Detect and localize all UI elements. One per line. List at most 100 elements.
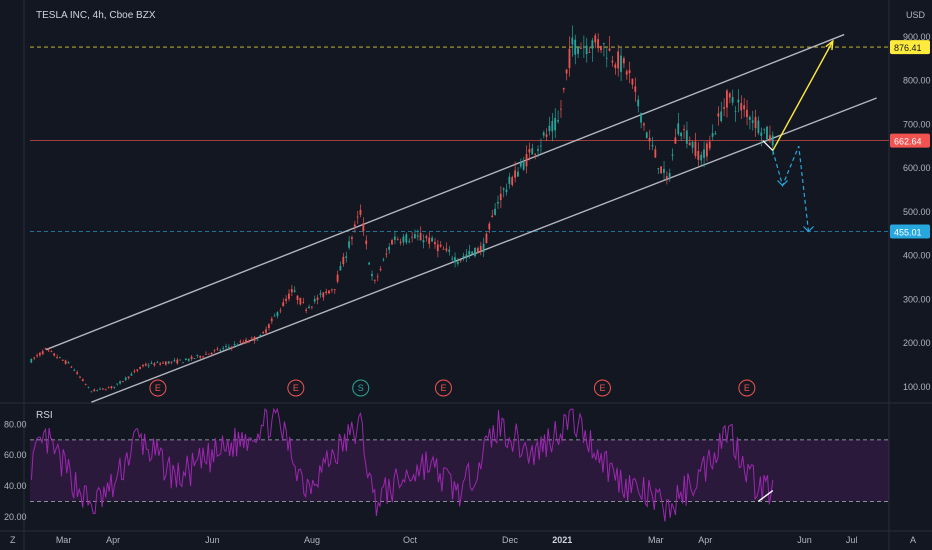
- candle: [282, 302, 285, 307]
- rsi-title: RSI: [36, 410, 53, 421]
- candle: [56, 356, 58, 358]
- auto-scale-icon[interactable]: A: [910, 535, 916, 545]
- candle: [717, 113, 720, 117]
- candle: [625, 71, 628, 75]
- candle: [308, 306, 310, 308]
- price-level-label: 876.41: [894, 43, 922, 53]
- time-tick-label: Jun: [205, 535, 220, 545]
- candle: [663, 168, 665, 173]
- candle: [731, 97, 734, 103]
- earnings-event-marker[interactable]: E: [434, 379, 452, 397]
- candle: [348, 241, 350, 248]
- earnings-event-marker[interactable]: E: [287, 379, 305, 397]
- candle: [376, 276, 379, 278]
- candle: [577, 46, 579, 54]
- candle: [356, 216, 359, 218]
- rsi-band: [30, 439, 889, 502]
- time-tick-label: Oct: [403, 535, 418, 545]
- candle: [164, 361, 167, 365]
- candle: [545, 134, 548, 137]
- candle: [328, 290, 330, 294]
- candle: [142, 364, 144, 367]
- candle: [462, 255, 465, 258]
- candle: [276, 312, 279, 316]
- candle: [746, 109, 748, 118]
- candle: [580, 47, 582, 49]
- rsi-line: [30, 407, 774, 522]
- candle: [519, 162, 522, 167]
- candle: [694, 141, 697, 157]
- event-circle: [434, 379, 452, 397]
- candle: [222, 347, 224, 349]
- rsi-trendline: [757, 490, 774, 502]
- candle: [225, 346, 227, 348]
- candle: [559, 108, 562, 110]
- candle: [751, 120, 754, 123]
- event-circle: [593, 379, 611, 397]
- candle: [256, 339, 259, 341]
- candle: [173, 360, 176, 361]
- candle: [554, 117, 557, 131]
- pivot-connector: [762, 140, 774, 151]
- time-tick-label: 2021: [552, 535, 572, 545]
- event-circle: [149, 379, 167, 397]
- candle: [316, 297, 319, 300]
- candle: [84, 384, 87, 385]
- earnings-event-marker[interactable]: E: [149, 379, 167, 397]
- candle: [179, 359, 182, 361]
- candle: [210, 352, 213, 355]
- candle: [136, 369, 139, 371]
- candle: [313, 298, 316, 302]
- candle: [508, 176, 511, 184]
- candle: [273, 315, 276, 317]
- candle: [393, 236, 396, 240]
- candle: [150, 362, 153, 364]
- event-label: E: [599, 383, 605, 393]
- candle: [293, 290, 296, 292]
- candle: [76, 372, 78, 374]
- candle: [476, 248, 479, 253]
- candle: [262, 331, 265, 334]
- candle: [396, 239, 399, 241]
- candle: [691, 141, 694, 148]
- candle: [657, 168, 660, 170]
- candle: [133, 371, 136, 373]
- candle: [279, 310, 282, 312]
- candle: [113, 386, 116, 388]
- candle: [330, 289, 333, 291]
- candle: [748, 116, 751, 120]
- candle: [597, 39, 599, 49]
- candle: [322, 292, 325, 298]
- price-level-tag: [890, 133, 930, 148]
- time-tick-label: Apr: [106, 535, 120, 545]
- candle: [64, 360, 67, 364]
- candle: [496, 201, 499, 204]
- price-level-tag: [890, 224, 930, 239]
- candle: [167, 361, 170, 364]
- earnings-event-marker[interactable]: S: [352, 379, 370, 397]
- candle: [528, 149, 531, 153]
- zoom-icon[interactable]: Z: [10, 535, 16, 545]
- time-tick-label: Apr: [698, 535, 712, 545]
- earnings-event-marker[interactable]: E: [738, 379, 756, 397]
- candle: [259, 334, 262, 336]
- candle: [499, 193, 502, 201]
- price-tick-label: 900.00: [903, 32, 931, 42]
- candle: [714, 133, 717, 135]
- candle: [454, 257, 456, 263]
- candle: [153, 363, 156, 366]
- candle: [227, 347, 230, 348]
- candle: [385, 253, 388, 255]
- candle: [665, 176, 668, 179]
- candle: [743, 105, 745, 110]
- candle: [525, 154, 528, 167]
- projection-down-path: [772, 145, 810, 232]
- candle: [448, 249, 451, 252]
- earnings-event-marker[interactable]: E: [593, 379, 611, 397]
- candle: [582, 46, 585, 48]
- candle: [754, 117, 757, 129]
- candle: [44, 347, 47, 349]
